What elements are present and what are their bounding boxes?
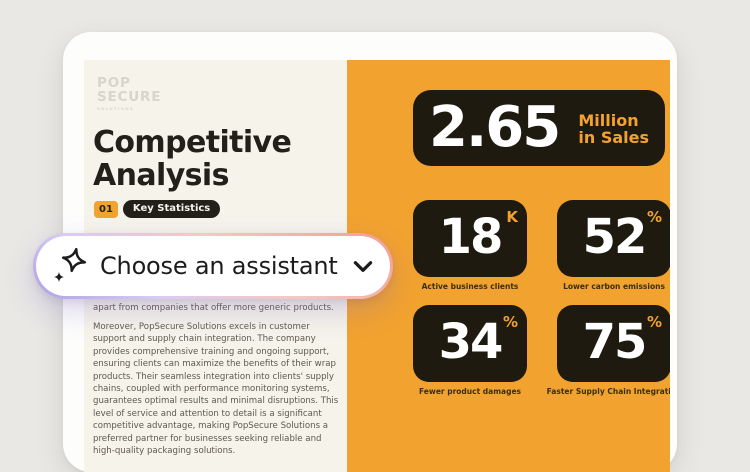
stat-card-clients: 18 K xyxy=(413,200,527,277)
stat-suffix-integration: % xyxy=(646,313,662,331)
slide-title-line2: Analysis xyxy=(93,158,229,193)
body-text-paragraph: Moreover, PopSecure Solutions excels in … xyxy=(93,322,339,457)
logo-line-2: SECURE xyxy=(97,89,162,105)
stat-label-damages: Fewer product damages xyxy=(418,387,522,396)
slide-stats-panel: 2.65 Million in Sales 18 K Active busine… xyxy=(347,60,670,472)
stat-card-emissions: 52 % xyxy=(557,200,670,277)
assistant-picker-pill[interactable]: Choose an assistant xyxy=(36,236,390,296)
body-text-fragment: apart from companies that offer more gen… xyxy=(93,303,334,313)
stat-label-integration: Faster Supply Chain Integration xyxy=(546,387,670,396)
stat-unit-line1: Million xyxy=(578,111,639,130)
sparkle-icon xyxy=(50,246,88,286)
assistant-picker-label: Choose an assistant xyxy=(100,252,338,280)
stat-suffix-emissions: % xyxy=(646,208,662,226)
stat-card-integration: 75 % xyxy=(557,305,670,382)
section-title-badge: Key Statistics xyxy=(122,200,221,218)
stat-value-clients: 18 xyxy=(438,208,504,265)
chevron-down-icon[interactable] xyxy=(350,253,376,279)
stat-suffix-clients: K xyxy=(506,208,518,226)
section-number-badge: 01 xyxy=(94,200,118,218)
stat-unit-line2: in Sales xyxy=(578,128,649,147)
slide-title: Competitive Analysis xyxy=(93,125,292,193)
stat-value-damages: 34 xyxy=(438,313,504,370)
logo-line-1: POP xyxy=(97,75,131,91)
assistant-picker-button[interactable]: Choose an assistant xyxy=(33,233,393,299)
stat-label-emissions: Lower carbon emissions xyxy=(563,282,665,291)
stat-card-sales: 2.65 Million in Sales xyxy=(413,90,665,166)
stat-value-emissions: 52 xyxy=(582,208,648,265)
stat-suffix-damages: % xyxy=(502,313,518,331)
stat-value-sales: 2.65 xyxy=(429,95,561,160)
stat-value-integration: 75 xyxy=(582,313,648,370)
stat-label-clients: Active business clients xyxy=(421,282,519,291)
slide-title-line1: Competitive xyxy=(93,125,292,160)
stat-unit-sales: Million in Sales xyxy=(578,110,649,146)
popsecure-logo: POP SECURE SOLUTIONS xyxy=(97,76,161,111)
stat-card-damages: 34 % xyxy=(413,305,527,382)
logo-subtitle: SOLUTIONS xyxy=(97,106,135,111)
section-badges: 01 Key Statistics xyxy=(94,200,221,218)
